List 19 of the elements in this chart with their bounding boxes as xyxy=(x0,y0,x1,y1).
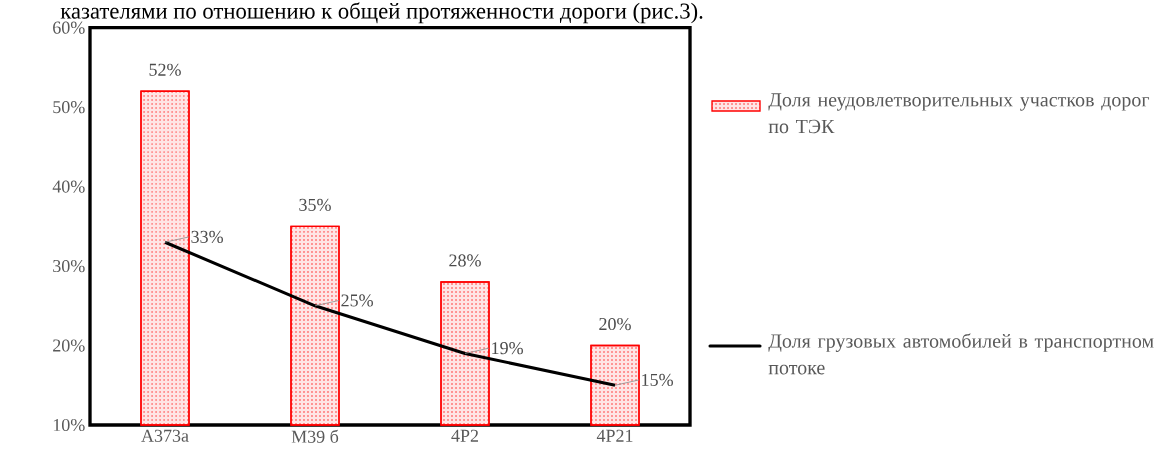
legend-label: Доля неудовлетворительных участков дорог по ТЭК xyxy=(768,93,1150,134)
data-label: 28% xyxy=(449,254,481,267)
data-label: 52% xyxy=(149,63,181,76)
data-label: 35% xyxy=(299,198,331,211)
y-tick-label: 20% xyxy=(53,339,85,352)
data-label: 25% xyxy=(341,294,373,307)
y-tick-label: 50% xyxy=(53,101,85,114)
x-tick-label: М39 б xyxy=(291,429,339,443)
data-label: 33% xyxy=(191,230,223,243)
x-tick-label: 4Р21 xyxy=(596,429,633,442)
y-tick-label: 30% xyxy=(53,259,85,273)
data-label: 20% xyxy=(599,317,631,331)
x-tick-label: 4Р2 xyxy=(451,429,479,442)
x-tick-label: А373а xyxy=(141,429,189,442)
data-label: 19% xyxy=(492,342,523,355)
data-label: 15% xyxy=(642,373,673,387)
legend-label: Доля грузовых автомобилей в транспортном потоке xyxy=(768,333,1154,375)
y-tick-label: 10% xyxy=(53,418,85,432)
y-tick-label: 40% xyxy=(52,180,85,193)
